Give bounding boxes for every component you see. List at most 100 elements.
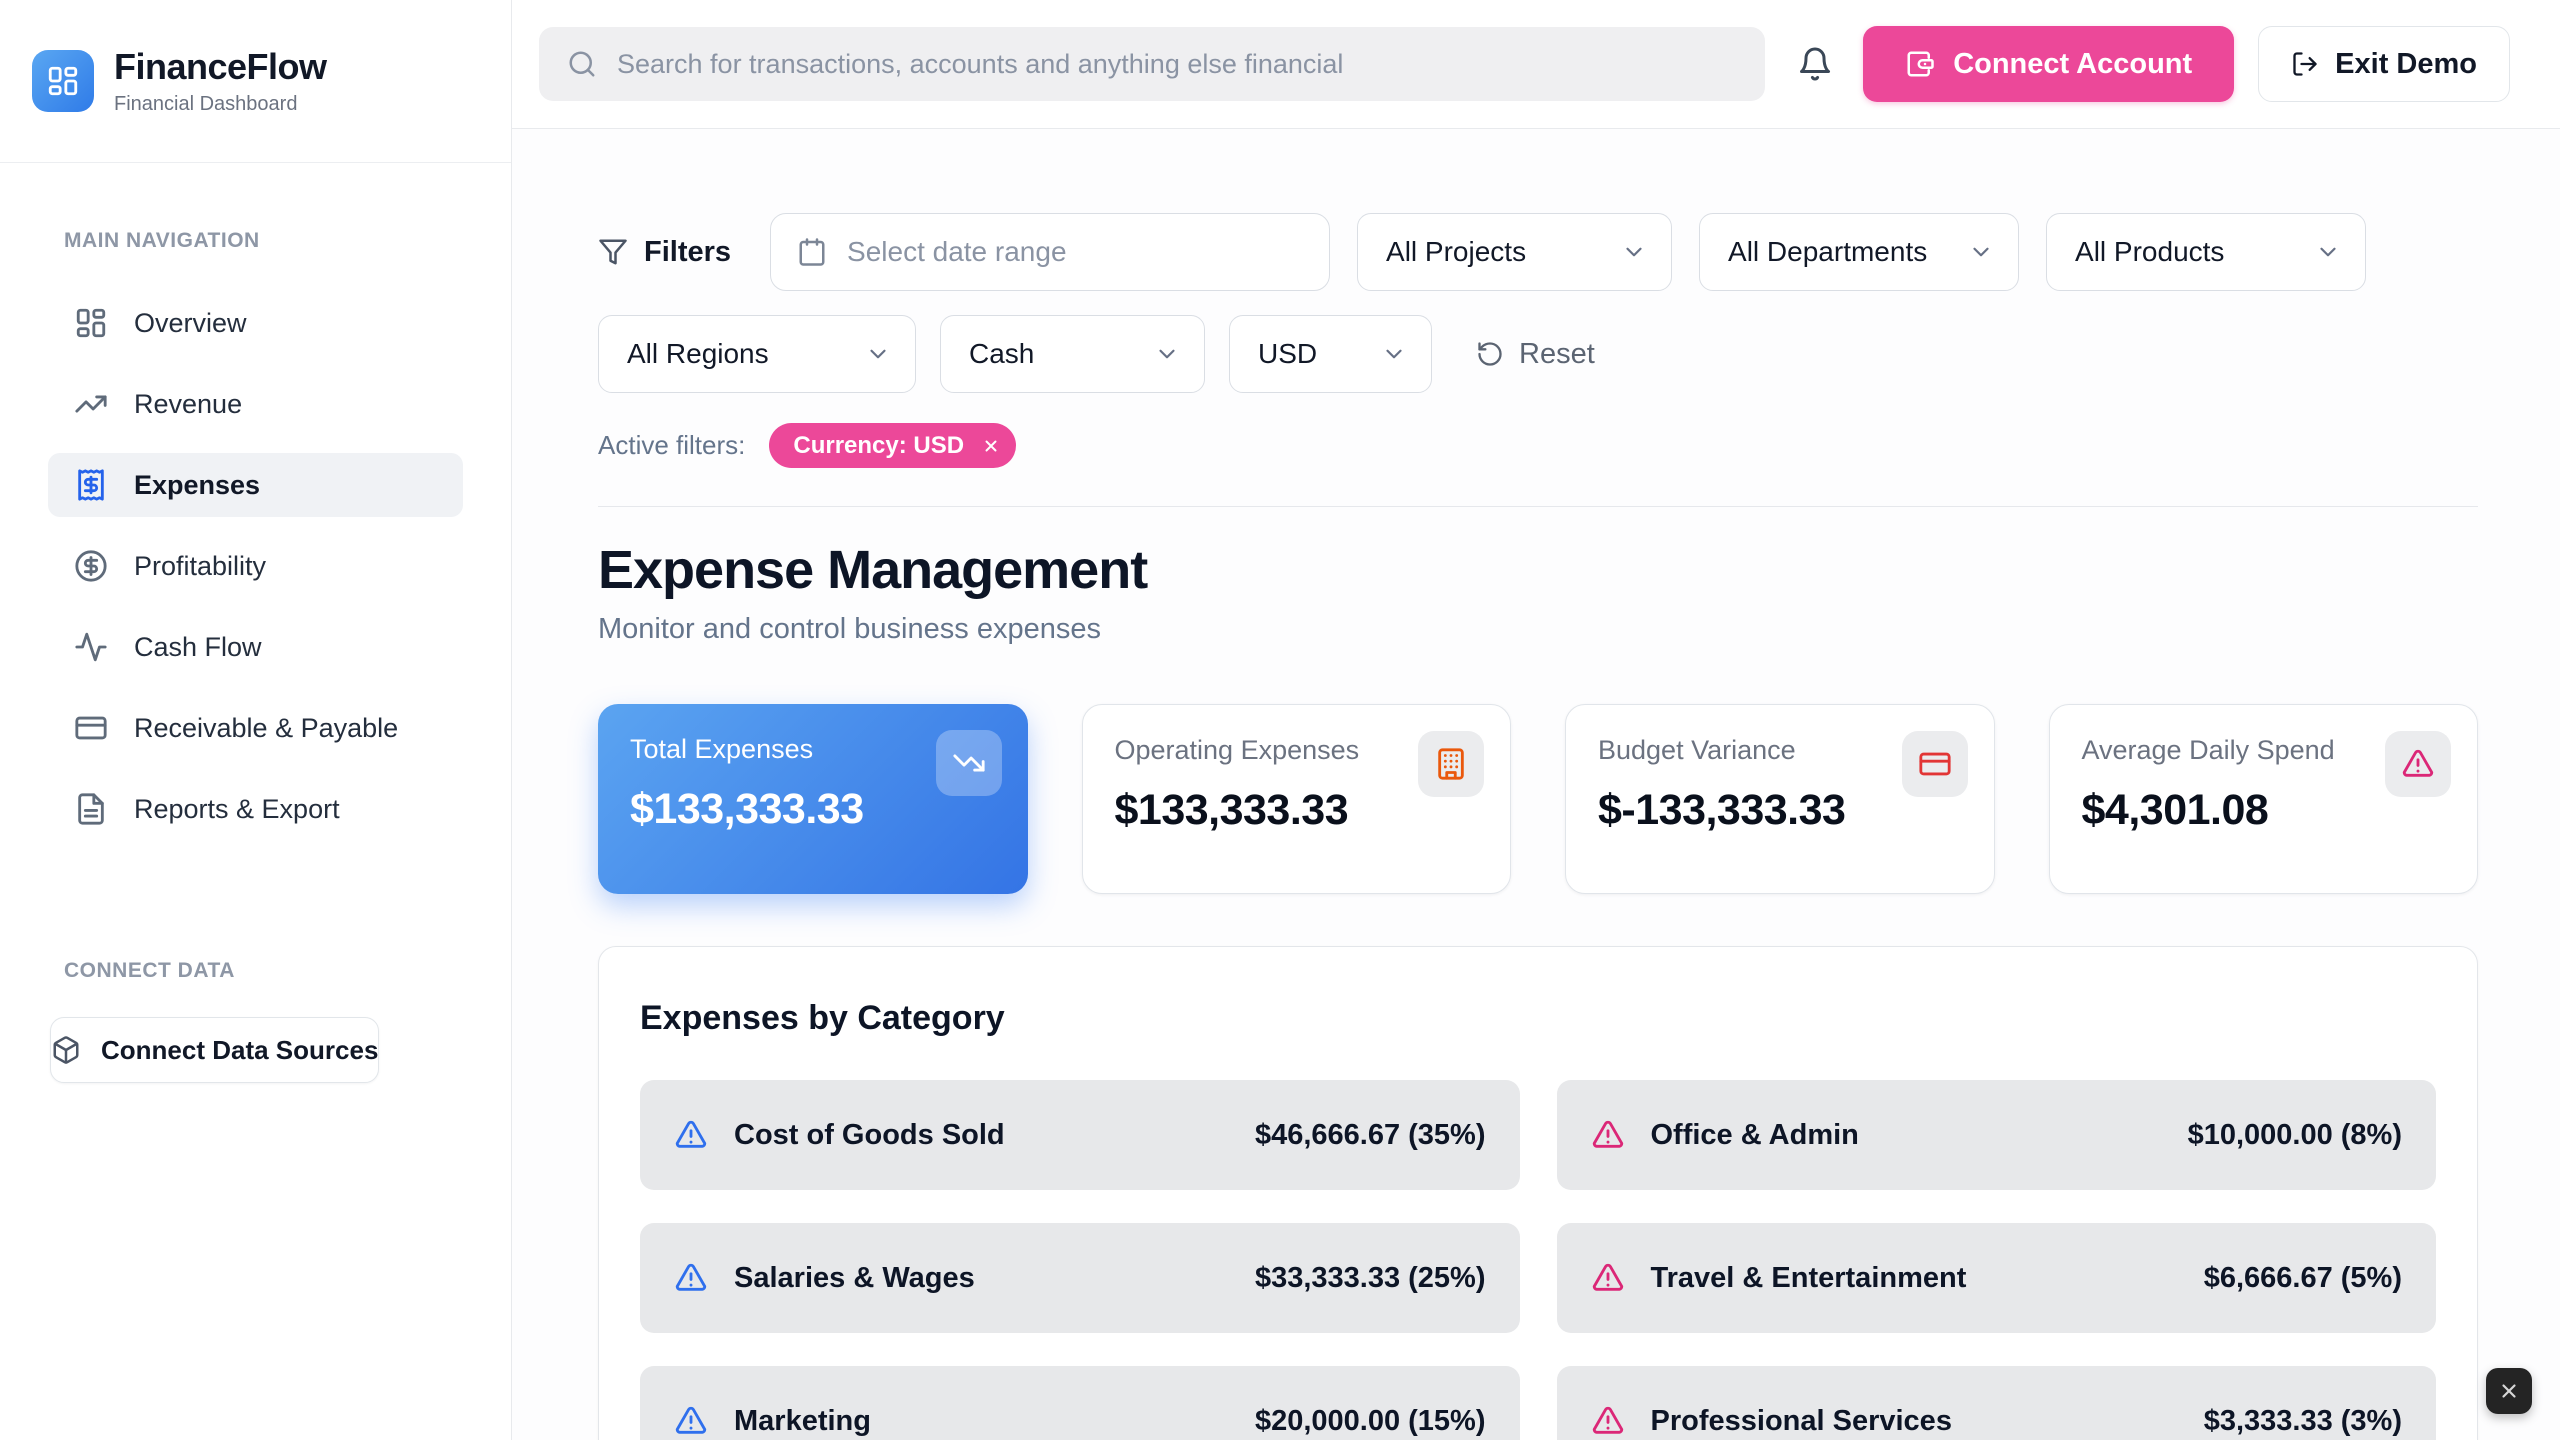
stat-card-average-daily-spend[interactable]: Average Daily Spend $4,301.08 (2048, 704, 2478, 894)
chevron-down-icon (1381, 341, 1407, 367)
wallet-icon (1905, 49, 1935, 79)
category-row-travel-entertainment[interactable]: Travel & Entertainment $6,666.67 (5%) (1556, 1223, 2436, 1333)
filters-toggle[interactable]: Filters (598, 236, 731, 269)
filters-row-1: Filters All Projects All Departments All… (598, 213, 2478, 291)
date-range-input[interactable] (847, 236, 1304, 268)
currency-select[interactable]: USD (1229, 315, 1432, 393)
content: Filters All Projects All Departments All… (512, 129, 2560, 1440)
topbar: Connect Account Exit Demo (512, 0, 2560, 129)
connect-data-sources-button[interactable]: Connect Data Sources (50, 1017, 380, 1083)
cube-icon (51, 1035, 81, 1065)
receipt-icon (74, 468, 108, 502)
funnel-icon (598, 237, 628, 267)
close-widget-button[interactable] (2486, 1368, 2532, 1414)
category-value: $10,000.00 (8%) (2187, 1118, 2402, 1151)
stat-card-total-expenses[interactable]: Total Expenses $133,333.33 (598, 704, 1028, 894)
chevron-down-icon (1968, 239, 1994, 265)
sidebar-item-label: Cash Flow (134, 631, 262, 662)
sidebar-item-reports-export[interactable]: Reports & Export (48, 777, 463, 841)
category-value: $3,333.33 (3%) (2203, 1404, 2402, 1437)
active-filters-label: Active filters: (598, 430, 746, 460)
sidebar-item-label: Expenses (134, 469, 261, 500)
stat-icon-box (1901, 731, 1968, 797)
category-row-salaries-wages[interactable]: Salaries & Wages $33,333.33 (25%) (640, 1223, 1520, 1333)
connect-data-header: CONNECT DATA (64, 959, 235, 982)
category-value: $20,000.00 (15%) (1254, 1404, 1486, 1437)
connect-account-label: Connect Account (1953, 47, 2193, 80)
activity-icon (74, 630, 108, 664)
brand-text: FinanceFlow Financial Dashboard (114, 46, 327, 116)
search-input[interactable] (617, 48, 1738, 80)
projects-select[interactable]: All Projects (1357, 213, 1673, 291)
search-bar[interactable] (539, 27, 1766, 101)
alert-triangle-icon (1591, 1118, 1625, 1152)
stat-value: $133,333.33 (1114, 786, 1349, 834)
connect-account-button[interactable]: Connect Account (1863, 26, 2235, 102)
reset-filters-button[interactable]: Reset (1476, 338, 1595, 371)
credit-card-icon (74, 711, 108, 745)
close-icon[interactable] (982, 437, 1000, 455)
trending-down-icon (952, 746, 986, 780)
main-navigation: MAIN NAVIGATION Overview Revenue Expense… (0, 163, 511, 1440)
active-filter-pill-currency[interactable]: Currency: USD (769, 423, 1017, 468)
stat-value: $4,301.08 (2081, 786, 2269, 834)
expenses-by-category-title: Expenses by Category (640, 999, 1005, 1037)
date-range-field[interactable] (770, 213, 1331, 291)
stat-card-budget-variance[interactable]: Budget Variance $-133,333.33 (1565, 704, 1995, 894)
payment-method-select[interactable]: Cash (940, 315, 1205, 393)
app-subtitle: Financial Dashboard (114, 93, 298, 115)
stat-card-operating-expenses[interactable]: Operating Expenses $133,333.33 (1081, 704, 1511, 894)
category-name: Salaries & Wages (734, 1261, 975, 1294)
category-value: $46,666.67 (35%) (1254, 1118, 1486, 1151)
sidebar-item-receivable-payable[interactable]: Receivable & Payable (48, 696, 463, 760)
regions-select-value: All Regions (627, 338, 769, 369)
category-row-marketing[interactable]: Marketing $20,000.00 (15%) (640, 1366, 1520, 1440)
stat-label: Budget Variance (1598, 735, 1796, 765)
chevron-down-icon (1154, 341, 1180, 367)
notifications-button[interactable] (1797, 46, 1833, 82)
category-row-office-admin[interactable]: Office & Admin $10,000.00 (8%) (1556, 1080, 2436, 1190)
sidebar-item-overview[interactable]: Overview (48, 291, 463, 355)
sidebar-item-label: Profitability (134, 550, 267, 581)
page-title: Expense Management (598, 540, 1148, 600)
trending-up-icon (74, 387, 108, 421)
chevron-down-icon (1621, 239, 1647, 265)
alert-triangle-icon (1591, 1404, 1625, 1438)
currency-select-value: USD (1258, 338, 1318, 369)
bell-icon (1797, 46, 1833, 82)
regions-select[interactable]: All Regions (598, 315, 916, 393)
circle-dollar-icon (74, 549, 108, 583)
category-list: Cost of Goods Sold $46,666.67 (35%) Offi… (640, 1080, 2436, 1440)
page-subtitle: Monitor and control business expenses (598, 613, 1101, 645)
exit-demo-button[interactable]: Exit Demo (2258, 26, 2510, 102)
credit-card-icon (1918, 747, 1952, 781)
nav-section-header: MAIN NAVIGATION (64, 229, 260, 252)
category-name: Professional Services (1650, 1404, 1952, 1437)
reset-label: Reset (1519, 337, 1595, 370)
stat-value: $133,333.33 (630, 785, 864, 833)
category-name: Travel & Entertainment (1650, 1261, 1967, 1294)
sidebar-item-label: Revenue (134, 388, 243, 419)
sidebar-item-label: Overview (134, 307, 247, 338)
sidebar-item-revenue[interactable]: Revenue (48, 372, 463, 436)
projects-select-value: All Projects (1386, 236, 1527, 267)
category-row-cost-of-goods-sold[interactable]: Cost of Goods Sold $46,666.67 (35%) (640, 1080, 1520, 1190)
category-value: $6,666.67 (5%) (2203, 1261, 2402, 1294)
app-title: FinanceFlow (114, 46, 327, 87)
departments-select[interactable]: All Departments (1699, 213, 2020, 291)
layout-dashboard-icon (46, 64, 80, 98)
stat-icon-box (1418, 731, 1484, 797)
building-icon (1434, 747, 1468, 781)
active-filter-pill-label: Currency: USD (793, 431, 965, 459)
stat-value: $-133,333.33 (1598, 786, 1846, 834)
app-logo (32, 50, 94, 112)
sidebar-item-profitability[interactable]: Profitability (48, 534, 463, 598)
sidebar-item-cash-flow[interactable]: Cash Flow (48, 615, 463, 679)
products-select[interactable]: All Products (2046, 213, 2367, 291)
sidebar-item-label: Reports & Export (134, 793, 340, 824)
stat-icon-box (935, 730, 1002, 796)
file-text-icon (74, 792, 108, 826)
sidebar-item-expenses[interactable]: Expenses (48, 453, 463, 517)
category-name: Office & Admin (1650, 1118, 1859, 1151)
category-row-professional-services[interactable]: Professional Services $3,333.33 (3%) (1556, 1366, 2436, 1440)
